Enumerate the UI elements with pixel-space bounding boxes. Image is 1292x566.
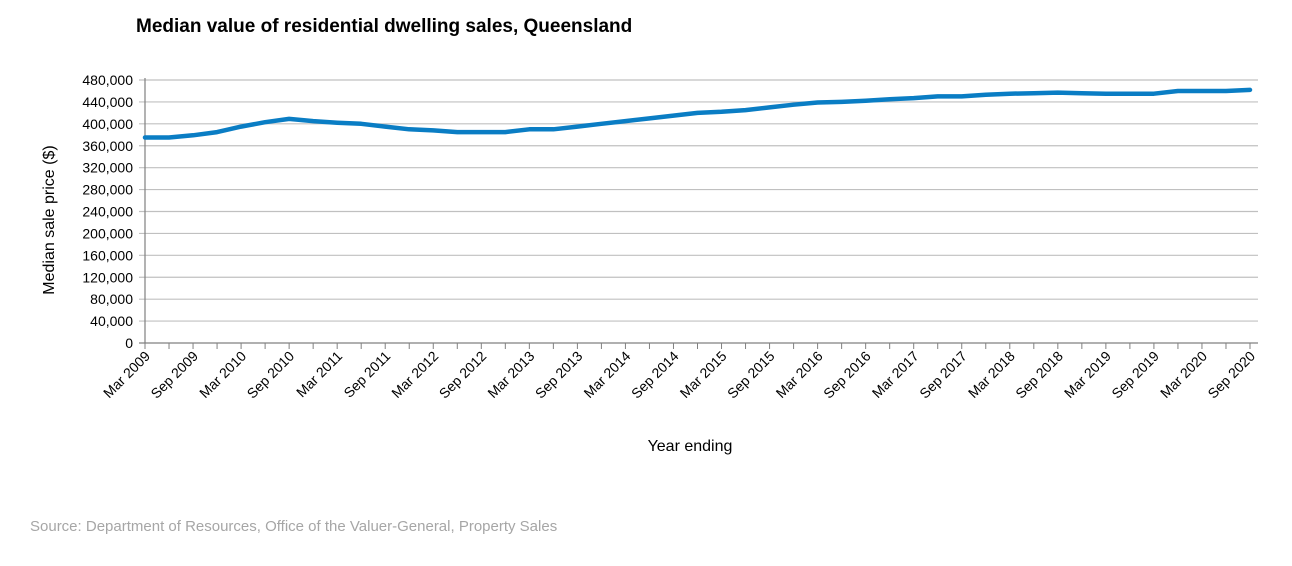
chart-title: Median value of residential dwelling sal… (136, 16, 633, 37)
axes (139, 78, 1258, 349)
x-tick-label: Sep 2012 (436, 348, 490, 402)
x-tick-label: Mar 2013 (484, 348, 537, 401)
y-tick-label: 120,000 (82, 269, 133, 285)
y-tick-label: 160,000 (82, 247, 133, 263)
x-tick-label: Sep 2018 (1012, 348, 1066, 402)
source-note: Source: Department of Resources, Office … (30, 518, 558, 535)
y-tick-labels: 0 40,000 80,000 120,000 160,000 200,000 240,00… (82, 72, 133, 351)
series-layer (142, 87, 1253, 140)
x-tick-label: Sep 2014 (628, 348, 682, 402)
x-axis-label: Year ending (648, 438, 733, 455)
y-tick-label: 400,000 (82, 116, 133, 132)
gridlines (139, 79, 1258, 322)
x-tick-label: Mar 2019 (1061, 348, 1114, 401)
y-tick-label: 0 (125, 335, 133, 351)
x-tick-label: Sep 2019 (1108, 348, 1162, 402)
x-tick-label: Sep 2011 (340, 348, 393, 401)
y-tick-label: 480,000 (82, 72, 133, 88)
x-tick-label: Mar 2016 (773, 348, 826, 401)
y-axis-label: Median sale price ($) (41, 145, 58, 294)
x-tick-label: Mar 2011 (293, 348, 346, 401)
y-tick-label: 280,000 (82, 182, 133, 198)
y-tick-label: 440,000 (82, 94, 133, 110)
x-tick-label: Sep 2020 (1204, 348, 1258, 402)
x-tick-label: Mar 2015 (676, 348, 729, 401)
x-tick-label: Mar 2009 (100, 348, 153, 401)
y-tick-label: 200,000 (82, 225, 133, 241)
x-tick-label: Mar 2020 (1157, 348, 1210, 401)
series-line (142, 87, 1253, 140)
x-tick-label: Sep 2015 (724, 348, 778, 402)
x-tick-label: Mar 2014 (580, 348, 633, 401)
y-tick-label: 240,000 (82, 204, 133, 220)
x-tick-label: Sep 2009 (147, 348, 201, 402)
x-tick-label: Sep 2017 (916, 348, 970, 402)
x-tick-label: Mar 2012 (388, 348, 441, 401)
y-tick-label: 40,000 (90, 313, 133, 329)
x-tick-label: Mar 2018 (965, 348, 1018, 401)
x-tick-label: Sep 2010 (244, 348, 298, 402)
y-tick-label: 320,000 (82, 160, 133, 176)
x-tick-label: Sep 2016 (820, 348, 874, 402)
y-tick-label: 80,000 (90, 291, 133, 307)
x-tick-label: Mar 2017 (869, 348, 922, 401)
y-tick-label: 360,000 (82, 138, 133, 154)
x-tick-label: Sep 2013 (532, 348, 586, 402)
x-tick-label: Mar 2010 (196, 348, 249, 401)
